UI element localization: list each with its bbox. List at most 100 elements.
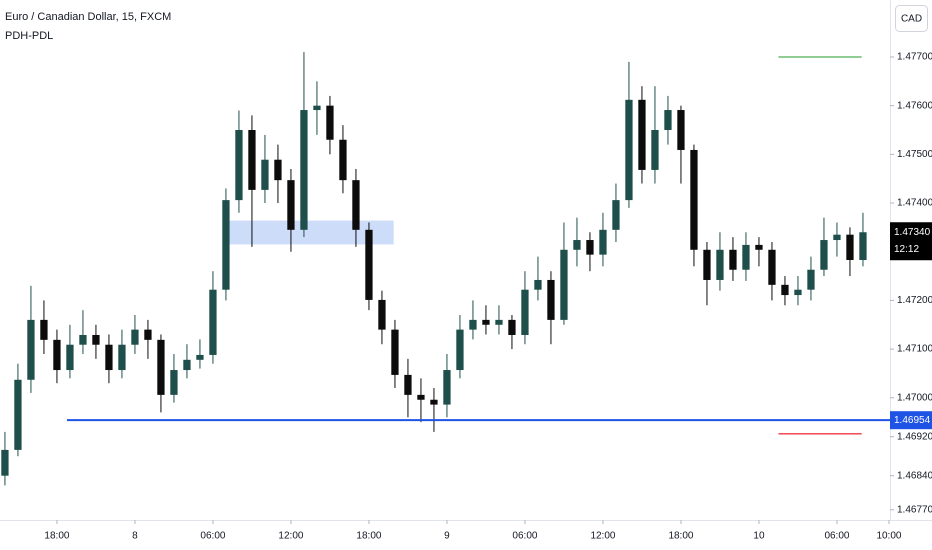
x-tick-label: 06:00 xyxy=(824,531,849,542)
candle-body xyxy=(456,329,464,371)
candle-body xyxy=(53,339,61,371)
last-price-badge xyxy=(890,222,932,261)
candle-body xyxy=(287,180,295,230)
y-tick-label: 1.47500 xyxy=(897,149,932,160)
candle-body xyxy=(209,289,217,355)
currency-button[interactable] xyxy=(895,5,928,32)
candle-body xyxy=(105,344,113,371)
candle-body xyxy=(131,329,139,345)
candle-body xyxy=(157,339,165,395)
x-tick-label: 8 xyxy=(132,531,138,542)
y-tick-label: 1.46770 xyxy=(897,504,932,515)
candle-body xyxy=(521,289,529,335)
candle-body xyxy=(40,319,48,340)
candle-body xyxy=(352,180,360,230)
candle-body xyxy=(833,234,841,241)
candle-body xyxy=(508,319,516,335)
indicator-label: PDH-PDL xyxy=(5,30,53,42)
candle-body xyxy=(586,240,594,255)
candle-body xyxy=(534,279,542,290)
y-tick-label: 1.47000 xyxy=(897,392,932,403)
candle-body xyxy=(690,149,698,250)
y-tick-label: 1.46840 xyxy=(897,470,932,481)
candle-body xyxy=(482,319,490,325)
candle-body xyxy=(768,249,776,285)
candle-body xyxy=(27,319,35,380)
x-tick-label: 12:00 xyxy=(590,531,615,542)
candle-body xyxy=(638,99,646,170)
level-badge xyxy=(890,411,932,430)
candle-body xyxy=(248,130,256,190)
y-tick-label: 1.47200 xyxy=(897,295,932,306)
x-tick-label: 10:00 xyxy=(876,531,901,542)
x-tick-label: 12:00 xyxy=(278,531,303,542)
candle-body xyxy=(66,344,74,371)
candle-body xyxy=(261,159,269,190)
candle-body xyxy=(599,229,607,255)
candle-body xyxy=(313,105,321,111)
currency-label[interactable]: CAD xyxy=(901,14,922,25)
candle-body xyxy=(547,279,555,320)
y-tick-label: 1.47400 xyxy=(897,198,932,209)
candle-body xyxy=(716,249,724,280)
candle-body xyxy=(170,370,178,395)
candle-body xyxy=(378,299,386,330)
y-tick-label: 1.47700 xyxy=(897,52,932,63)
chart-title: Euro / Canadian Dollar, 15, FXCM xyxy=(5,11,171,23)
candle-body xyxy=(92,334,100,345)
candle-body xyxy=(235,130,243,201)
candle-body xyxy=(365,229,373,300)
x-tick-label: 18:00 xyxy=(668,531,693,542)
y-tick-label: 1.47600 xyxy=(897,100,932,111)
candle-body xyxy=(339,139,347,181)
candle-body xyxy=(755,244,763,250)
candle-body xyxy=(1,449,9,476)
candle-body xyxy=(183,359,191,371)
x-tick-label: 9 xyxy=(444,531,450,542)
y-tick-label: 1.46920 xyxy=(897,431,932,442)
x-tick-label: 06:00 xyxy=(512,531,537,542)
candle-body xyxy=(742,244,750,270)
candle-body xyxy=(781,284,789,296)
candle-body xyxy=(469,319,477,330)
candle-body xyxy=(222,200,230,290)
candle-body xyxy=(859,232,867,260)
candle-body xyxy=(443,370,451,405)
front-layer xyxy=(66,56,890,435)
candle-body xyxy=(417,394,425,400)
candle-body xyxy=(560,249,568,320)
candle-body xyxy=(807,269,815,290)
x-tick-label: 06:00 xyxy=(200,531,225,542)
candle-body xyxy=(703,249,711,280)
candle-body xyxy=(664,110,672,130)
candle-body xyxy=(794,289,802,296)
last-price-label: 1.47340 xyxy=(894,227,931,238)
x-tick-label: 18:00 xyxy=(356,531,381,542)
candle-body xyxy=(118,344,126,371)
candle-body xyxy=(612,200,620,230)
candle-body xyxy=(404,374,412,395)
candle-body xyxy=(495,319,503,325)
candle-body xyxy=(326,105,334,140)
candle-body xyxy=(274,159,282,181)
candle-body xyxy=(625,99,633,201)
candles xyxy=(1,52,867,486)
zone xyxy=(222,220,394,245)
candle-body xyxy=(677,110,685,150)
candle-body xyxy=(196,354,204,360)
candle-body xyxy=(729,249,737,270)
candle-body xyxy=(573,240,581,250)
candle-body xyxy=(144,329,152,340)
countdown-label: 12:12 xyxy=(894,244,919,255)
candle-body xyxy=(430,399,438,405)
x-tick-label: 10 xyxy=(753,531,765,542)
back-layer xyxy=(222,220,394,245)
candle-body xyxy=(14,379,22,450)
level-label: 1.46954 xyxy=(894,415,931,426)
candle-body xyxy=(651,130,659,170)
x-tick-label: 18:00 xyxy=(44,531,69,542)
candle-body xyxy=(300,110,308,230)
